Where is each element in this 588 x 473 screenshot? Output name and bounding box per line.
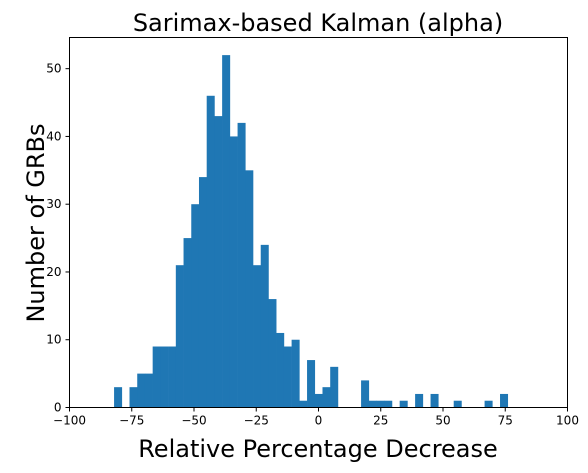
histogram-bar [237, 122, 246, 408]
x-axis-label: Relative Percentage Decrease [138, 435, 498, 463]
histogram-bar [160, 346, 169, 408]
x-tick-label: −25 [244, 414, 269, 428]
x-tick-label: −100 [53, 414, 86, 428]
histogram-bar [453, 400, 462, 408]
histogram-bar [500, 393, 509, 408]
x-tick-label: 100 [556, 414, 579, 428]
plot-frame [69, 37, 568, 408]
histogram-bar [376, 400, 385, 408]
histogram-bar [191, 204, 200, 408]
histogram-bar [430, 393, 439, 408]
histogram-bar [299, 400, 308, 408]
y-axis-label: Number of GRBs [22, 123, 50, 322]
histogram-bar [330, 366, 339, 408]
y-tick-label: 0 [54, 401, 62, 415]
y-tick-label: 30 [46, 197, 61, 211]
histogram-bar [415, 393, 424, 408]
histogram-bar [198, 177, 207, 408]
x-tick-label: 75 [498, 414, 513, 428]
histogram-bar [229, 136, 238, 408]
histogram-bar [276, 332, 285, 408]
y-tick-label: 50 [46, 62, 61, 76]
x-tick-label: −50 [181, 414, 206, 428]
histogram-bar [368, 400, 377, 408]
y-tick-label: 20 [46, 265, 61, 279]
histogram-bar [214, 116, 223, 408]
histogram-bar [283, 346, 292, 408]
histogram-bar [314, 393, 323, 408]
chart-title: Sarimax-based Kalman (alpha) [133, 9, 503, 37]
histogram-bar [144, 373, 153, 408]
histogram-bar [129, 387, 138, 408]
histogram-bar [168, 346, 177, 408]
histogram-bar [384, 400, 393, 408]
x-tick-label: 25 [373, 414, 388, 428]
histogram-bar [245, 170, 254, 408]
histogram-bar [114, 387, 123, 408]
histogram-bar [307, 360, 316, 408]
y-axis: 0 10 20 30 40 50 [46, 62, 70, 415]
histogram-bar [399, 400, 408, 408]
histogram-bar [268, 299, 277, 408]
histogram-bar [260, 244, 269, 408]
x-tick-label: −75 [119, 414, 144, 428]
histogram-bar [361, 380, 370, 408]
x-axis: −100 −75 −50 −25 0 25 50 75 100 [53, 407, 579, 428]
histogram-bar [137, 373, 146, 408]
histogram-bar [206, 95, 215, 408]
histogram-bar [322, 387, 331, 408]
histogram-bar [484, 400, 493, 408]
histogram-bar [253, 265, 262, 408]
y-tick-label: 10 [46, 333, 61, 347]
histogram-bar [175, 265, 184, 408]
bars-group [114, 55, 509, 408]
histogram-bar [152, 346, 161, 408]
histogram-bar [222, 55, 231, 408]
histogram-bar [291, 339, 300, 408]
x-tick-label: 50 [435, 414, 450, 428]
x-tick-label: 0 [315, 414, 323, 428]
histogram-bar [183, 238, 192, 408]
y-tick-label: 40 [46, 129, 61, 143]
